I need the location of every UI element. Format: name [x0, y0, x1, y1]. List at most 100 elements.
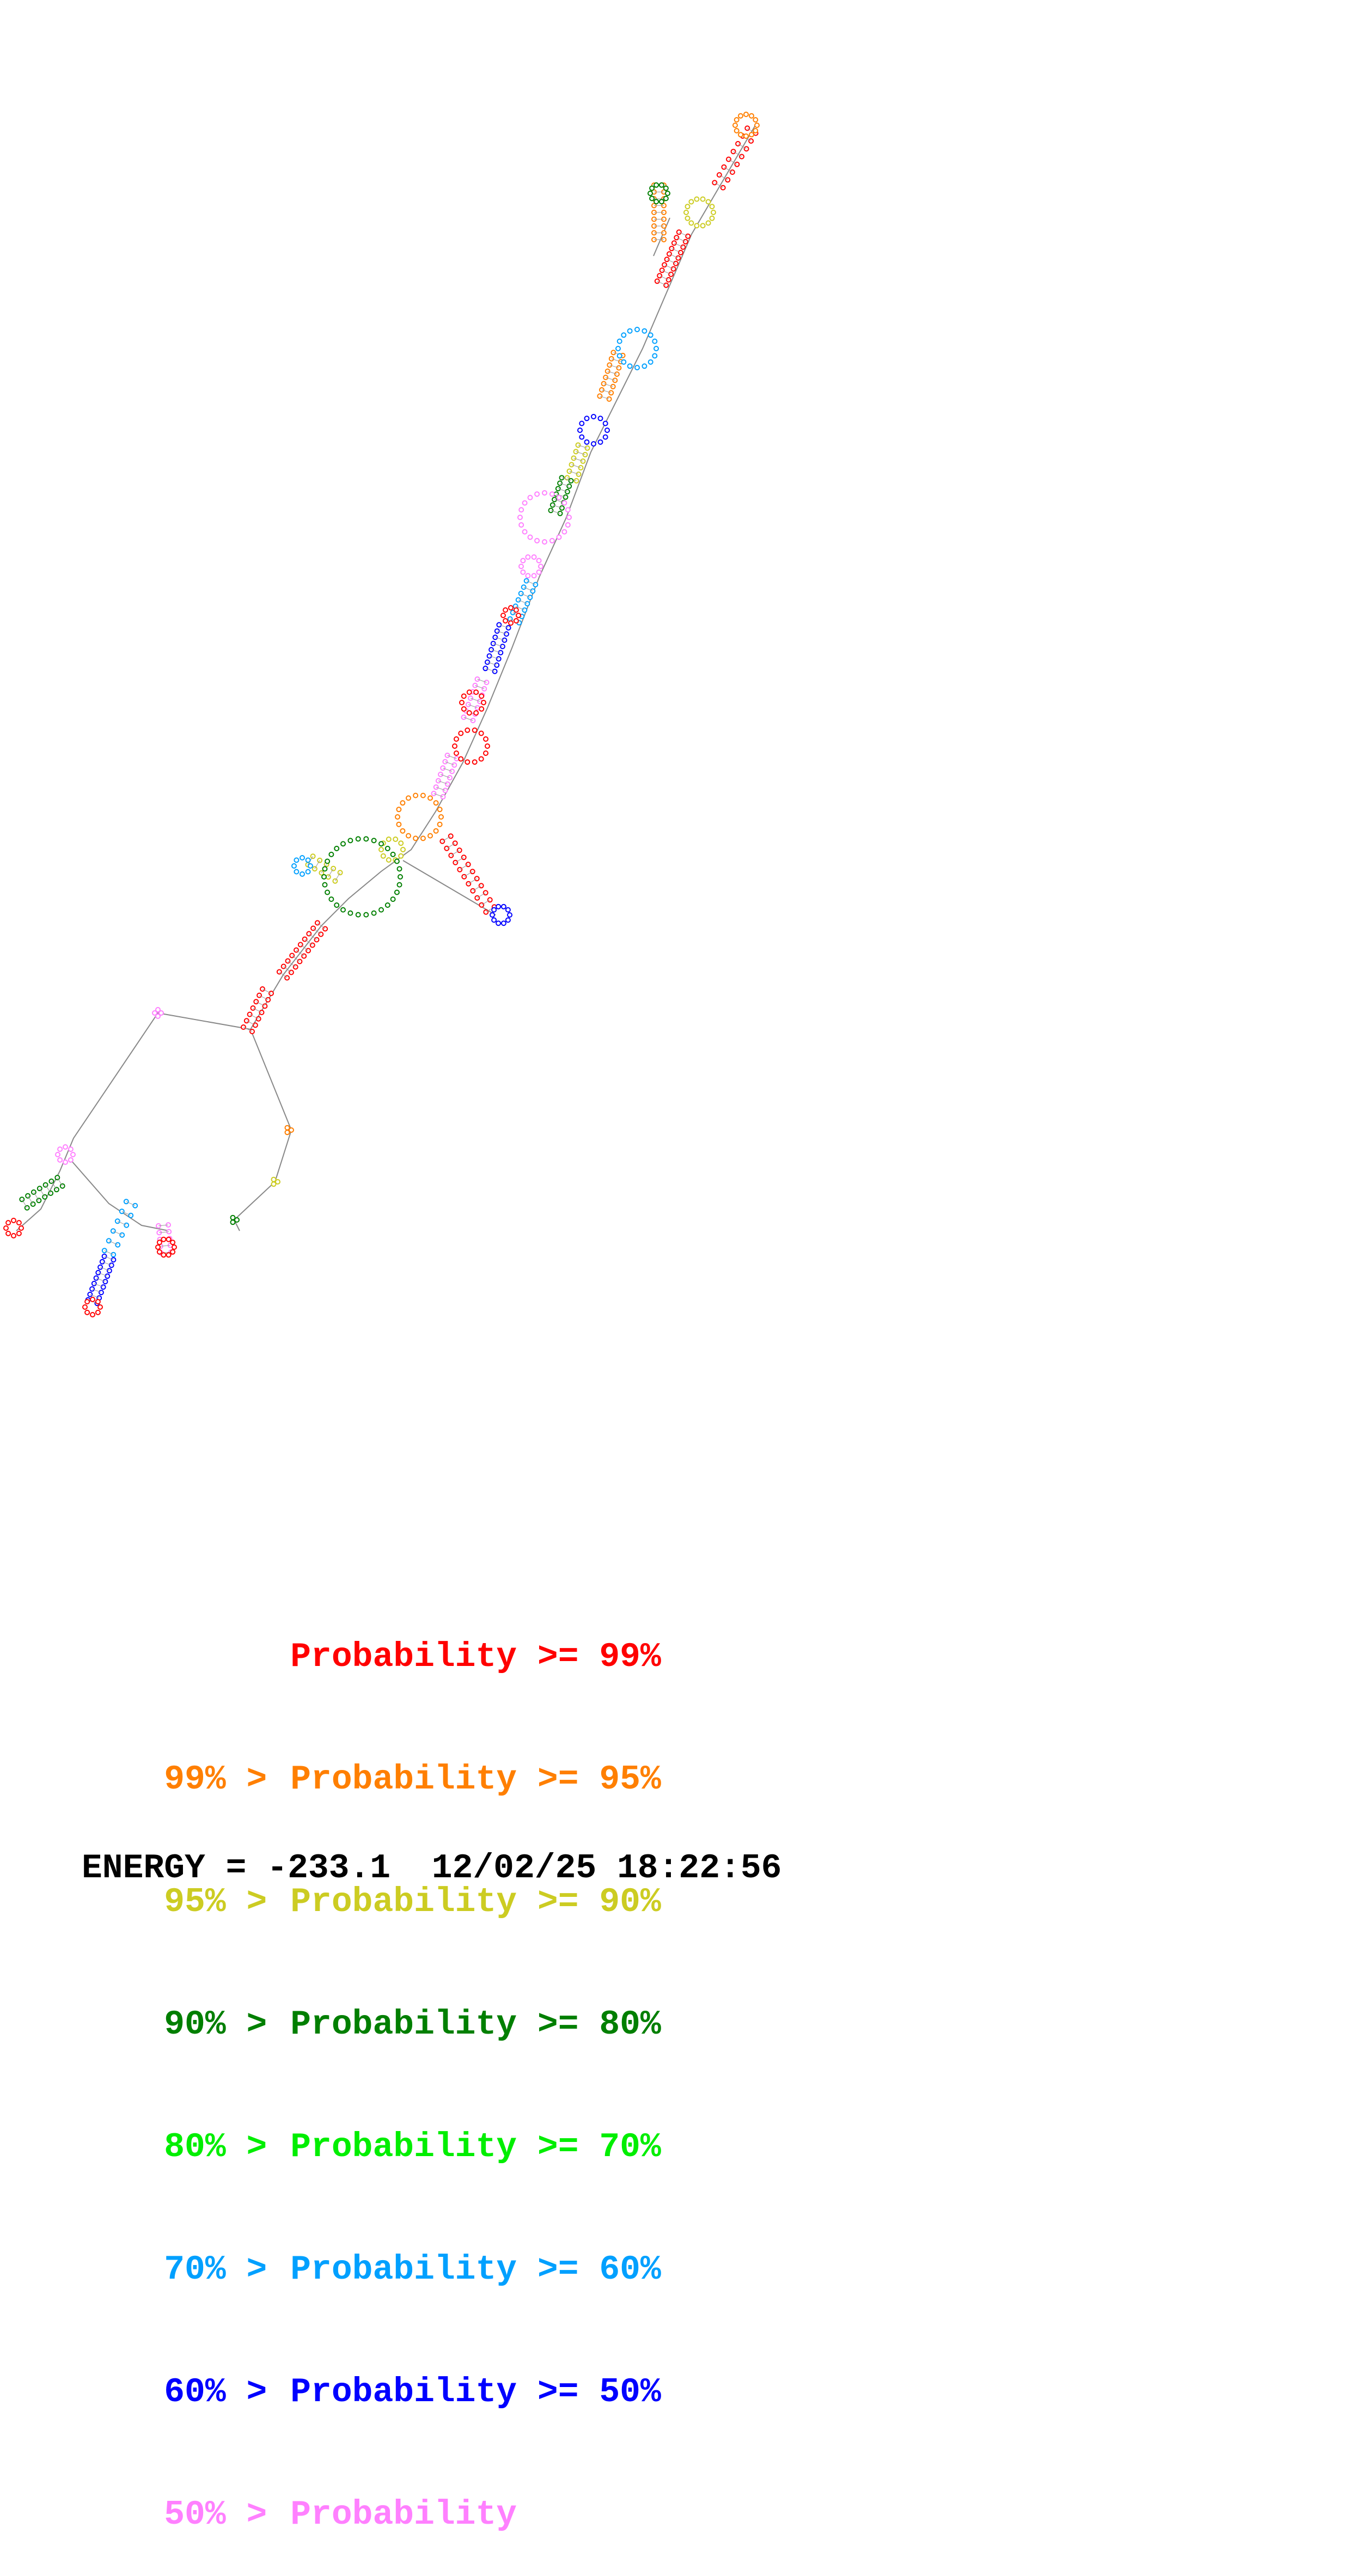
loop-base	[308, 863, 313, 869]
loop-base	[400, 800, 406, 806]
base-pair	[98, 1272, 108, 1277]
loop-base	[55, 1152, 60, 1157]
loop-base	[627, 328, 633, 334]
base-pair	[491, 649, 501, 653]
loop-base	[170, 1240, 176, 1246]
stem-base	[466, 881, 472, 887]
base-pair	[117, 1220, 127, 1226]
stem-base	[559, 505, 565, 511]
base-pair	[433, 793, 443, 797]
base-pair	[600, 395, 609, 400]
stem-base	[483, 909, 489, 915]
base-pair	[96, 1278, 106, 1282]
stem-base	[482, 890, 488, 896]
base-pair	[737, 143, 747, 149]
loop-base	[508, 620, 514, 626]
base-pair	[313, 928, 321, 935]
loop-base	[300, 855, 305, 860]
loop-base	[700, 223, 706, 229]
base-pair	[556, 493, 566, 498]
stem-base	[518, 590, 524, 596]
base-pair	[443, 767, 453, 772]
base-pair	[493, 643, 503, 647]
base-pair	[100, 1267, 110, 1271]
base-pair	[463, 717, 473, 721]
loop-base	[386, 837, 392, 842]
base-pair	[571, 464, 581, 468]
loop-base	[294, 857, 300, 863]
loop-base	[433, 828, 439, 834]
base-pair	[243, 1027, 253, 1032]
loop-base	[597, 416, 603, 422]
loop-base	[390, 851, 396, 857]
loop-base	[734, 117, 740, 123]
stem-base	[256, 992, 262, 998]
date-stamp: 12/02/25	[431, 1849, 597, 1888]
loop-base	[634, 327, 640, 332]
base-pair	[246, 1020, 256, 1025]
loop-base	[749, 132, 754, 138]
loop-base	[384, 846, 390, 851]
stem-base	[461, 854, 467, 860]
loop-base	[496, 920, 502, 926]
stem-base	[667, 251, 672, 257]
loop-base	[505, 907, 511, 913]
loop-base	[647, 191, 653, 196]
loop-base	[525, 573, 531, 579]
loop-base	[454, 750, 459, 756]
loop-base	[749, 113, 754, 119]
loop-base	[649, 185, 655, 191]
stem-base	[87, 1291, 93, 1297]
loop-base	[378, 841, 384, 847]
base-pair	[33, 1192, 39, 1201]
loop-base	[483, 736, 488, 742]
structure-loops	[3, 112, 760, 1317]
stem-base	[494, 628, 500, 634]
loop-base	[334, 902, 340, 908]
stem-base	[670, 266, 676, 272]
base-pair	[559, 483, 570, 487]
base-pair	[249, 1014, 259, 1020]
stem-base	[668, 271, 674, 277]
loop-base	[466, 689, 472, 695]
loop-base	[709, 215, 715, 221]
loop-base	[84, 1299, 90, 1305]
stem-base	[59, 1183, 65, 1189]
stem-base	[492, 668, 498, 674]
base-pair	[526, 580, 536, 585]
loop-base	[507, 912, 512, 918]
loop-base	[522, 529, 528, 535]
loop-base	[538, 564, 543, 569]
stem-base	[522, 607, 528, 613]
loop-base	[653, 346, 659, 351]
loop-base	[325, 889, 331, 895]
stem-base	[474, 876, 480, 882]
time-stamp: 18:22:56	[617, 1849, 782, 1888]
loop-base	[398, 874, 403, 880]
base-pair	[317, 923, 326, 929]
base-pair	[676, 237, 686, 242]
stem-base	[530, 588, 536, 594]
loop-base	[472, 727, 478, 733]
loop-base	[642, 328, 647, 334]
legend-label: Probability >= 80%	[290, 2005, 661, 2044]
stem-base	[36, 1186, 42, 1192]
legend-prefix: 60% >	[164, 2373, 288, 2412]
loop-base	[685, 204, 691, 210]
loop-base	[170, 1249, 176, 1255]
loop-base	[90, 1297, 95, 1302]
loop-base	[355, 836, 361, 842]
base-pair	[495, 637, 505, 641]
loop-base	[743, 112, 749, 117]
loop-base	[413, 835, 419, 841]
loop-base	[738, 113, 743, 119]
loop-base	[491, 917, 497, 923]
base-pair	[551, 510, 560, 514]
legend-label: Probability >= 70%	[290, 2128, 661, 2166]
stem-base	[54, 1175, 60, 1181]
legend-row: 99% > Probability >= 95%	[82, 1718, 661, 1799]
loop-base	[754, 123, 760, 128]
loop-base	[527, 495, 533, 500]
loop-base	[531, 573, 537, 579]
loop-base	[496, 904, 502, 909]
